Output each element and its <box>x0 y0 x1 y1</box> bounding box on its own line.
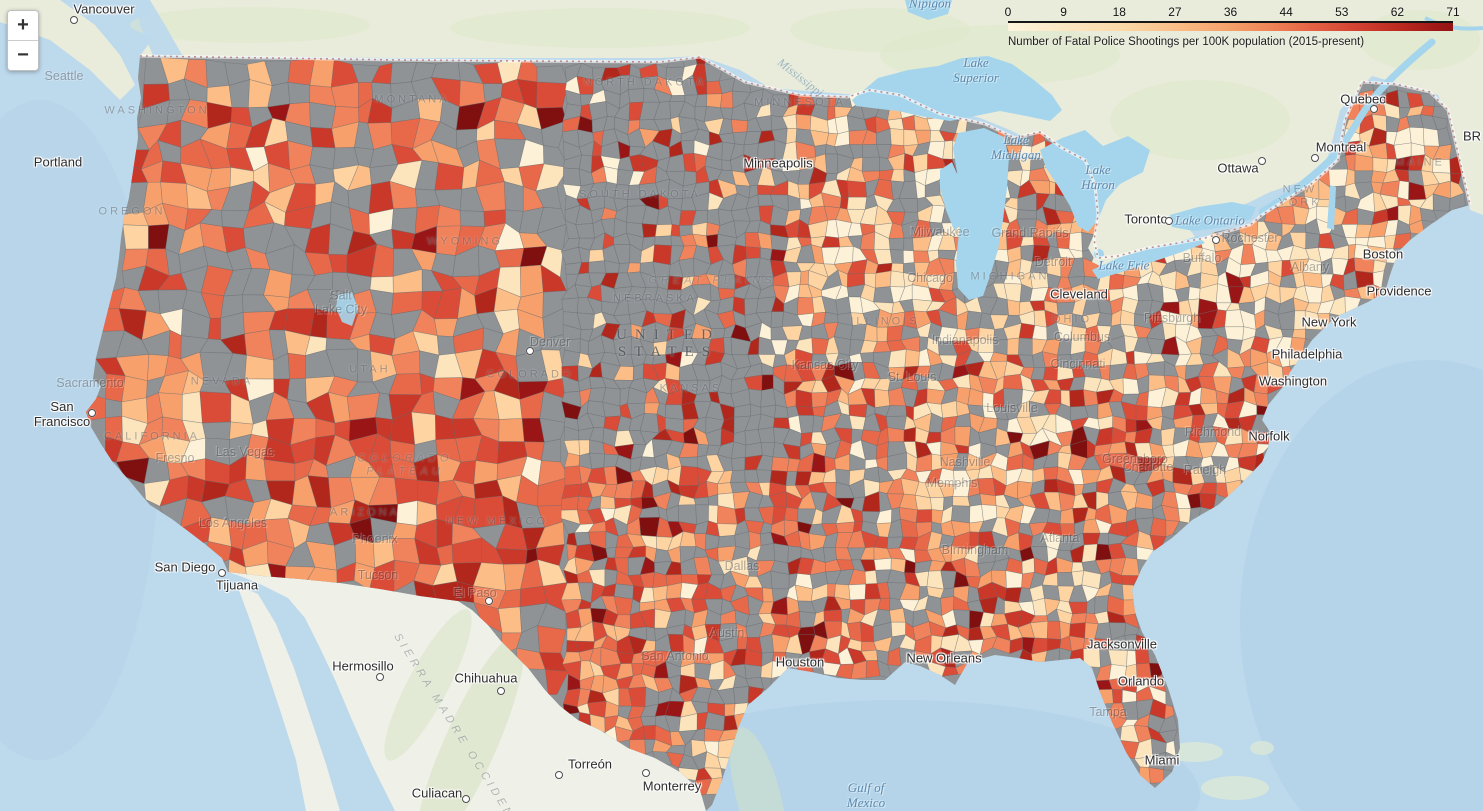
legend-tick: 18 <box>1112 5 1126 19</box>
legend-tick: 44 <box>1279 5 1293 19</box>
legend-tick: 9 <box>1060 5 1067 19</box>
legend-tick-row: 0 9 18 27 36 44 53 62 71 <box>1004 5 1460 21</box>
legend-tick: 36 <box>1223 5 1238 19</box>
legend-caption: Number of Fatal Police Shootings per 100… <box>1008 36 1365 48</box>
legend-tick: 53 <box>1335 5 1349 19</box>
zoom-in-button[interactable]: + <box>8 11 38 41</box>
legend: 0 9 18 27 36 44 53 62 71 Number of Fatal Police … <box>1004 5 1460 48</box>
zoom-out-button[interactable]: − <box>8 41 38 70</box>
legend-tick: 0 <box>1004 5 1012 19</box>
legend-tick: 27 <box>1168 5 1182 19</box>
legend-gradient-bar <box>1008 21 1453 31</box>
zoom-control: + − <box>7 10 39 71</box>
legend-tick: 62 <box>1390 5 1405 19</box>
legend-tick: 71 <box>1446 5 1460 19</box>
